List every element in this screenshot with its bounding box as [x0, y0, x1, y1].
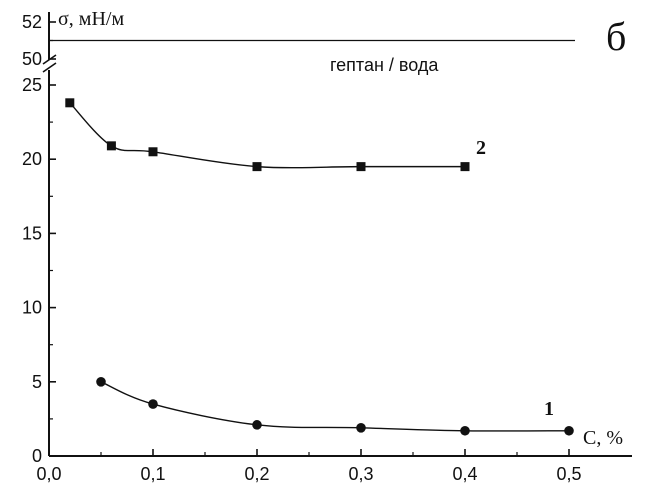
y-tick-label: 0	[32, 446, 42, 466]
series-1-point	[356, 423, 366, 433]
y-tick-label: 20	[22, 149, 42, 169]
y-tick-label: 15	[22, 223, 42, 243]
series-2-point	[356, 162, 366, 172]
x-ticks: 0,0 0,1 0,2 0,3 0,4 0,5	[36, 449, 582, 484]
series-label-2: 2	[476, 137, 486, 159]
y-tick-label: 5	[32, 372, 42, 392]
axes: 0,0 0,1 0,2 0,3 0,4 0,5 0 5 10 15 20 25 50 52	[22, 12, 632, 484]
series-2-point	[106, 141, 116, 151]
x-tick-label: 0,5	[556, 464, 581, 484]
series-2-point	[65, 98, 75, 108]
series-1-point	[252, 420, 262, 430]
x-tick-label: 0,0	[36, 464, 61, 484]
series-2-line	[69, 102, 465, 169]
series-2-point	[252, 162, 262, 172]
series-1-point	[460, 425, 470, 436]
series-1-line	[100, 381, 570, 432]
series-1-point	[564, 425, 574, 436]
x-tick-label: 0,3	[348, 464, 373, 484]
y-axis-label: σ, мН/м	[58, 8, 124, 30]
series-layer	[65, 98, 574, 436]
y-tick-label: 10	[22, 298, 42, 318]
y-tick-label-upper: 52	[22, 12, 42, 32]
x-tick-label: 0,1	[140, 464, 165, 484]
series-label-1: 1	[544, 398, 554, 420]
y-tick-label: 25	[22, 75, 42, 95]
panel-letter: б	[606, 14, 626, 59]
reference-line-label: гептан / вода	[330, 55, 439, 75]
y-ticks: 0 5 10 15 20 25 50 52	[22, 12, 56, 466]
series-1-point	[148, 399, 158, 409]
x-tick-label: 0,2	[244, 464, 269, 484]
series-1-point	[96, 377, 106, 387]
x-tick-label: 0,4	[452, 464, 477, 484]
series-2-point	[148, 147, 158, 157]
x-axis-label: С, %	[583, 427, 623, 449]
y-tick-label-upper: 50	[22, 49, 42, 69]
series-2-point	[460, 162, 470, 172]
